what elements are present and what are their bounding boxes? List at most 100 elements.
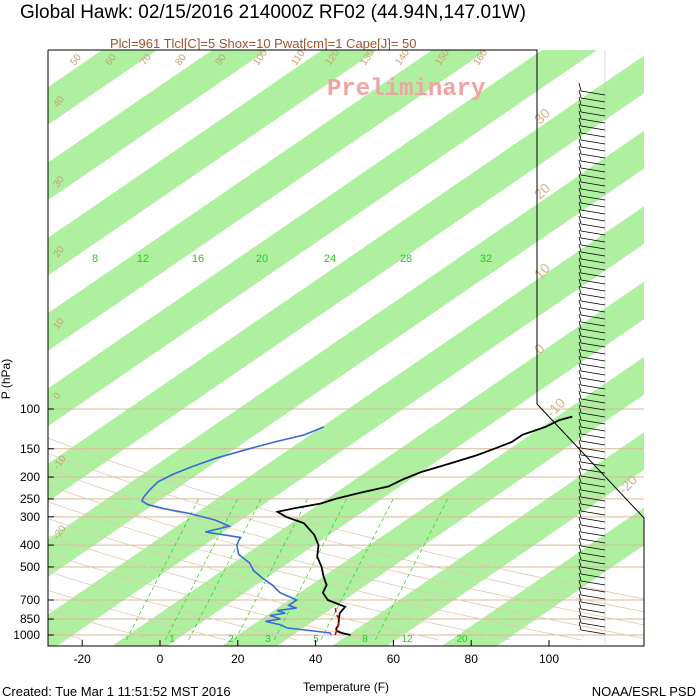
wind-barb-flag [578,285,582,295]
y-tick-label: 100 [20,402,40,416]
wind-barb-flag [578,523,582,533]
wind-barb [580,559,606,565]
wind-barb [580,419,606,425]
wind-barb [580,440,606,446]
wind-barb-flag [578,369,582,379]
dry-adiabat-line [48,501,581,641]
wind-barb-flag [578,355,582,365]
wind-barb [580,272,606,278]
x-axis-label: Temperature (F) [303,680,390,694]
wind-barb-flag [578,124,582,134]
wind-barb-flag [578,320,582,330]
y-tick-label: 300 [20,510,40,524]
isotherm-band [442,507,644,646]
wind-barb-flag [578,530,582,540]
mixing-ratio-label: 12 [401,634,413,645]
wind-barb-flag [578,495,582,505]
wind-barb-flag [578,264,582,274]
wind-barb [580,524,606,530]
dry-adiabat-line [48,553,368,641]
wind-barb-flag [578,341,582,351]
wind-barb [580,412,606,418]
dewpoint-line [140,426,332,636]
wind-barb [580,286,606,292]
isotherm-band [332,432,644,646]
wind-barb [580,573,606,579]
wind-barb [580,503,606,509]
wind-barb-flag [578,474,582,484]
mixing-ratio-line [164,498,238,640]
wind-barb [580,426,606,432]
wind-barb-flag [578,565,582,575]
mixing-ratio-line [375,498,449,640]
wind-barb [580,489,606,495]
wind-barb [580,265,606,271]
wind-barb-flag [578,96,582,106]
wind-barb [580,615,606,621]
wind-barb [580,195,606,201]
wind-barb-flag [578,117,582,127]
wind-barb-flag [578,418,582,428]
wind-barb [580,104,606,110]
dry-adiabat-line [48,589,226,641]
wind-barb [580,454,606,460]
isotherm-band [48,50,378,276]
mixing-ratio-label: 16 [192,253,204,265]
chart-subtitle: Plcl=961 Tlcl[C]=5 Shox=10 Pwat[cm]=1 Ca… [110,36,417,51]
wind-barb-flag [578,243,582,253]
wind-barb [580,608,606,614]
x-tick-label: 20 [231,652,245,666]
wind-barb-flag [578,404,582,414]
wind-barb-flag [578,138,582,148]
wind-barb-flag [578,194,582,204]
wind-barb [580,629,606,635]
wind-barb-flag [578,299,582,309]
wind-barb [580,244,606,250]
wind-barb [580,363,606,369]
wind-barb-flag [578,460,582,470]
mixing-ratio-line [126,498,200,640]
y-tick-label: 150 [20,442,40,456]
created-timestamp: Created: Tue Mar 1 11:51:52 MST 2016 [2,684,231,699]
wind-barb [580,111,606,117]
wind-barb [580,314,606,320]
y-tick-label: 700 [20,593,40,607]
wind-barb [580,580,606,586]
wind-barb [580,174,606,180]
wind-barb-flag [578,250,582,260]
wind-barb [580,384,606,390]
wind-barb-flag [578,145,582,155]
wind-barb [580,433,606,439]
wind-barb-flag [578,376,582,386]
wind-barb [580,531,606,537]
wind-barb [580,517,606,523]
isotherm-band [48,206,644,646]
wind-barb-flag [578,292,582,302]
wind-barb [580,300,606,306]
wind-barb-flag [578,187,582,197]
wind-barb [580,209,606,215]
wind-barb-flag [578,362,582,372]
wind-barb-flag [578,103,582,113]
y-axis-label: P (hPa) [0,358,14,400]
wind-barb [580,125,606,131]
wind-barb [580,293,606,299]
isotherm-band [48,55,644,502]
wind-barb-flag [578,82,582,92]
wind-barb-flag [578,544,582,554]
wind-barb [580,146,606,152]
wind-barb-flag [578,586,582,596]
isotherm-band [48,50,488,351]
mixing-ratio-label: 8 [362,634,368,645]
mixing-ratio-line [320,498,394,640]
wind-barb-flag [578,180,582,190]
mixing-ratio-label: 28 [400,253,412,265]
wind-barb-flag [578,334,582,344]
wind-barb-flag [578,509,582,519]
wind-barb-flag [578,446,582,456]
wind-barb-flag [578,306,582,316]
isotherm-band [112,281,644,646]
wind-barb [580,160,606,166]
mixing-ratio-label: 24 [324,253,336,265]
